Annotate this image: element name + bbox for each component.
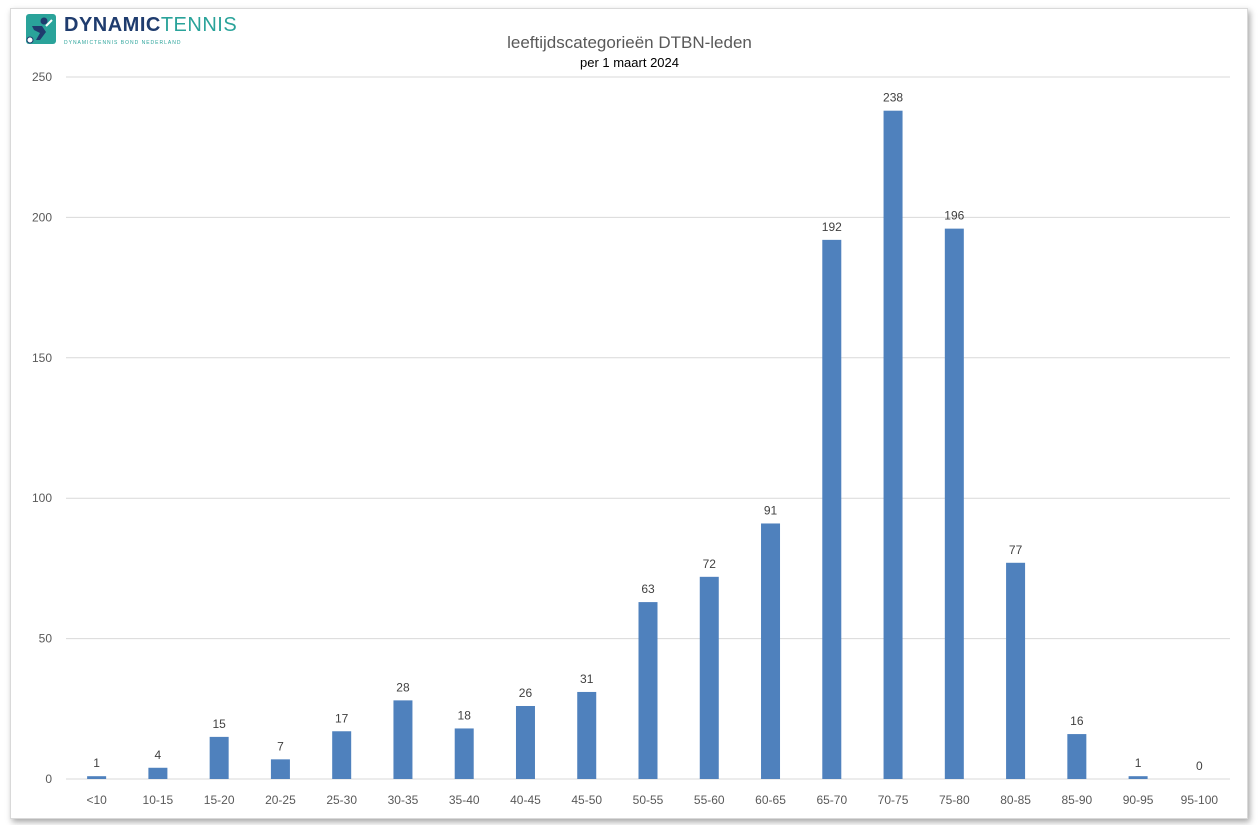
brand-name: DYNAMICTENNIS [64, 14, 238, 36]
x-tick-label: 75-80 [939, 793, 970, 807]
data-label: 26 [519, 686, 533, 700]
bar [332, 731, 352, 779]
x-tick-label: 45-50 [571, 793, 602, 807]
x-tick-label: 70-75 [878, 793, 909, 807]
bar [454, 728, 474, 779]
x-tick-label: 65-70 [816, 793, 847, 807]
x-tick-label: 50-55 [633, 793, 664, 807]
x-tick-label: 10-15 [143, 793, 174, 807]
y-tick-label: 50 [39, 632, 53, 646]
bar [148, 767, 168, 779]
data-label: 31 [580, 672, 594, 686]
bar [638, 602, 658, 779]
bar [1128, 776, 1148, 779]
chart-title: leeftijdscategorieën DTBN-leden [507, 33, 752, 52]
bar [393, 700, 413, 779]
bar [822, 239, 842, 779]
bar [270, 759, 290, 779]
x-tick-label: 90-95 [1123, 793, 1154, 807]
x-tick-label: <10 [86, 793, 107, 807]
data-label: 7 [277, 739, 284, 753]
bar [1006, 562, 1026, 779]
x-tick-label: 20-25 [265, 793, 296, 807]
data-label: 1 [93, 756, 100, 770]
bar [944, 228, 964, 779]
y-tick-label: 0 [45, 772, 52, 786]
data-label: 72 [703, 557, 717, 571]
x-tick-label: 55-60 [694, 793, 725, 807]
data-label: 196 [944, 209, 964, 223]
bar [209, 736, 229, 779]
bar [883, 110, 903, 780]
data-label: 63 [641, 582, 655, 596]
bar [699, 576, 719, 779]
x-tick-label: 25-30 [326, 793, 357, 807]
data-label: 1 [1135, 756, 1142, 770]
data-label: 238 [883, 91, 903, 105]
y-tick-label: 200 [32, 210, 52, 224]
chart-subtitle: per 1 maart 2024 [579, 55, 679, 70]
x-tick-label: 35-40 [449, 793, 480, 807]
data-label: 17 [335, 711, 349, 725]
data-label: 0 [1196, 759, 1203, 773]
x-tick-label: 80-85 [1000, 793, 1031, 807]
x-tick-label: 85-90 [1061, 793, 1092, 807]
brand-tagline: DYNAMICTENNIS BOND NEDERLAND [64, 40, 182, 46]
y-tick-label: 250 [32, 70, 52, 84]
x-tick-label: 30-35 [388, 793, 419, 807]
data-label: 77 [1009, 543, 1023, 557]
bar [515, 705, 535, 779]
data-label: 192 [822, 220, 842, 234]
data-label: 28 [396, 680, 410, 694]
data-label: 16 [1070, 714, 1084, 728]
data-label: 15 [212, 717, 226, 731]
x-tick-label: 15-20 [204, 793, 235, 807]
x-tick-label: 60-65 [755, 793, 786, 807]
chart-frame [10, 8, 1248, 819]
bar [1067, 734, 1087, 779]
data-label: 4 [155, 748, 162, 762]
data-label: 18 [458, 708, 472, 722]
bar [761, 523, 781, 779]
y-tick-label: 150 [32, 351, 52, 365]
data-label: 91 [764, 503, 778, 517]
tennis-player-icon [26, 14, 56, 44]
x-tick-label: 95-100 [1181, 793, 1219, 807]
bar [87, 776, 107, 779]
brand-logo: DYNAMICTENNIS DYNAMICTENNIS BOND NEDERLA… [24, 12, 274, 56]
bar [577, 691, 597, 779]
y-tick-label: 100 [32, 491, 52, 505]
x-tick-label: 40-45 [510, 793, 541, 807]
